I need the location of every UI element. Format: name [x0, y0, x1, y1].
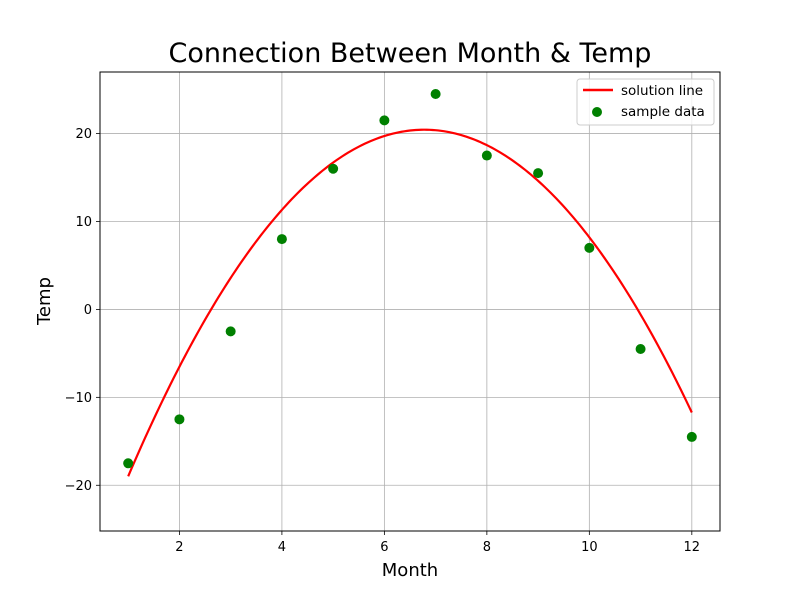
x-tick-label: 12	[684, 540, 701, 555]
sample-data-point	[379, 115, 390, 126]
x-tick-label: 4	[278, 540, 286, 555]
grid-lines	[100, 72, 720, 531]
y-tick-label: 0	[84, 303, 92, 318]
sample-data-point	[584, 242, 595, 253]
legend-dot-swatch	[592, 107, 602, 117]
sample-data-point	[174, 414, 185, 425]
y-tick-label: 20	[75, 127, 92, 142]
x-tick-label: 2	[175, 540, 183, 555]
x-tick-label: 10	[581, 540, 598, 555]
y-tick-label: −20	[65, 479, 92, 494]
sample-data-point	[635, 343, 646, 354]
plot-frame	[99, 71, 721, 532]
legend: solution line sample data	[576, 78, 715, 126]
sample-data-point	[276, 234, 287, 245]
x-tick-label: 8	[483, 540, 491, 555]
sample-data-point	[225, 326, 236, 337]
axis-ticks: 2 4 6 8 10 12 −20 −10 0 10 20	[65, 127, 701, 555]
y-tick-label: −10	[65, 391, 92, 406]
plot-series	[123, 88, 697, 477]
legend-entry-sample-data: sample data	[621, 104, 705, 120]
sample-data-point	[123, 458, 134, 469]
sample-data-point	[533, 168, 544, 179]
solution-line	[127, 128, 693, 477]
y-tick-label: 10	[75, 215, 92, 230]
x-axis-label: Month	[382, 560, 438, 581]
sample-data-point	[328, 163, 339, 174]
sample-data-point	[481, 150, 492, 161]
legend-entry-solution-line: solution line	[621, 83, 703, 99]
sample-data-point	[430, 88, 441, 99]
y-axis-label: Temp	[34, 277, 55, 326]
x-tick-label: 6	[380, 540, 388, 555]
chart-title: Connection Between Month & Temp	[169, 38, 652, 69]
sample-data-point	[686, 431, 697, 442]
